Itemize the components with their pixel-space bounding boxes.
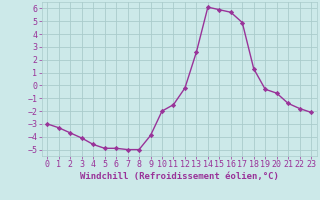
X-axis label: Windchill (Refroidissement éolien,°C): Windchill (Refroidissement éolien,°C): [80, 172, 279, 181]
